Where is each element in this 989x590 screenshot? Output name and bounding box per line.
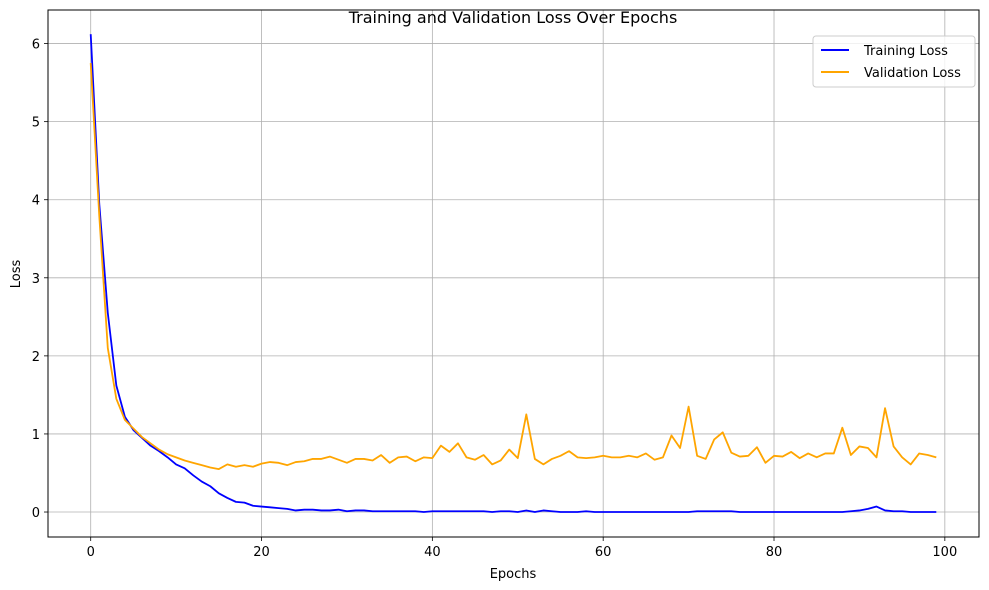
x-tick-label: 40 [424, 545, 441, 560]
legend-box [812, 35, 976, 88]
chart-title: Training and Validation Loss Over Epochs [348, 8, 678, 27]
x-tick-label: 80 [766, 545, 783, 560]
x-axis-label: Epochs [490, 567, 537, 582]
series-line-validation-loss [89, 63, 937, 470]
x-tick-label: 100 [932, 545, 957, 560]
series-lines [89, 34, 937, 513]
x-tick-label: 60 [595, 545, 612, 560]
y-tick-label: 3 [32, 272, 40, 287]
series-line-training-loss [89, 34, 937, 513]
y-tick-label: 1 [32, 428, 40, 443]
plot-frame [47, 9, 980, 538]
y-tick-label: 4 [32, 194, 40, 209]
legend-label-validation-loss: Validation Loss [864, 66, 961, 81]
legend-label-training-loss: Training Loss [863, 44, 948, 59]
legend: Training Loss Validation Loss [812, 35, 976, 88]
y-tick-label: 0 [32, 506, 40, 521]
y-tick-label: 6 [32, 38, 40, 53]
x-tick-label: 20 [253, 545, 270, 560]
y-tick-label: 5 [32, 116, 40, 131]
y-tick-label: 2 [32, 350, 40, 365]
ticks: 0 20 40 60 80 100 0 1 2 3 4 5 6 [32, 38, 958, 560]
x-tick-label: 0 [87, 545, 95, 560]
y-axis-label: Loss [9, 260, 24, 289]
